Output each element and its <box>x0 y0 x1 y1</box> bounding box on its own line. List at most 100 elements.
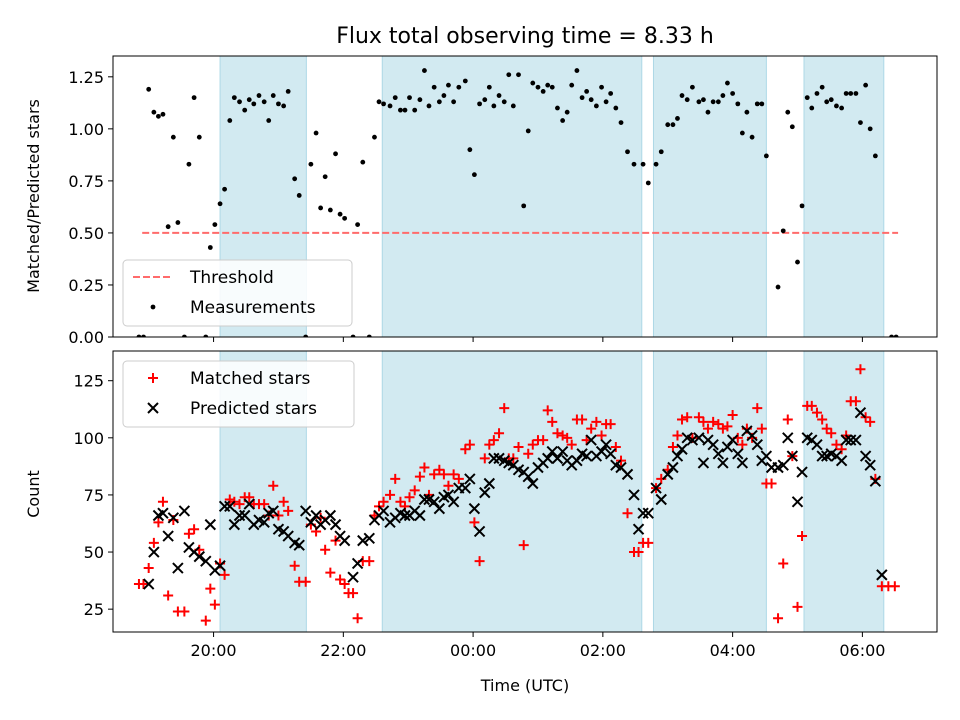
predicted-star-point <box>299 505 312 517</box>
measurement-point <box>141 334 146 337</box>
measurement-point <box>451 99 457 105</box>
predicted-star-point <box>580 450 593 462</box>
predicted-star-point <box>604 448 617 460</box>
measurement-point <box>549 84 555 90</box>
measurement-point <box>564 109 570 115</box>
measurement-point <box>422 68 427 73</box>
y-tick-label: 75 <box>84 486 104 505</box>
predicted-star-point <box>556 445 569 458</box>
matched-star-point <box>464 439 475 450</box>
measurement-point <box>521 203 527 209</box>
matched-star-point <box>484 439 495 450</box>
measurement-point <box>579 95 585 101</box>
measurement-point <box>398 107 403 113</box>
measurement-point <box>372 134 377 140</box>
matched-star-point <box>855 364 866 375</box>
measurement-point <box>824 99 830 105</box>
measurement-point <box>270 93 276 98</box>
matched-star-point <box>469 517 480 528</box>
measurement-point <box>828 97 834 103</box>
matched-star-point <box>756 423 767 434</box>
measurement-point <box>333 151 338 157</box>
measurement-point <box>725 80 730 86</box>
matched-star-point <box>513 441 524 452</box>
matched-star-point <box>219 569 230 580</box>
measurement-point <box>749 134 755 140</box>
matched-star-point <box>566 439 577 450</box>
predicted-star-point <box>243 498 255 510</box>
predicted-star-point <box>483 477 496 490</box>
matched-star-point <box>527 439 538 450</box>
predicted-star-point <box>662 468 674 481</box>
observing-interval <box>652 55 767 338</box>
measurement-point <box>203 334 209 337</box>
y-tick-label: 0.00 <box>68 328 104 347</box>
matched-star-point <box>143 563 154 574</box>
matched-star-point <box>826 428 837 439</box>
matched-star-point <box>596 430 607 441</box>
predicted-star-point <box>357 534 369 547</box>
measurement-point <box>446 82 451 88</box>
matched-star-point <box>163 590 174 601</box>
measurement-point <box>705 109 711 115</box>
measurement-point <box>863 82 869 88</box>
plot-area <box>136 68 899 337</box>
measurement-point <box>441 93 447 98</box>
measurement-point <box>834 103 839 109</box>
measurement-point <box>684 97 690 103</box>
measurement-point <box>775 284 781 290</box>
observing-interval <box>803 55 885 338</box>
predicted-star-point <box>811 438 823 451</box>
predicted-star-point <box>546 445 558 458</box>
predicted-star-point <box>167 512 180 524</box>
matched-star-point <box>183 528 194 539</box>
measurement-point <box>675 116 680 121</box>
measurement-point <box>739 130 745 136</box>
top-y-axis-label: Matched/Predicted stars <box>24 99 43 293</box>
predicted-star-point <box>816 450 828 462</box>
measurement-point <box>819 84 825 90</box>
legend: Matched stars Predicted stars <box>122 360 355 428</box>
matched-star-point <box>339 579 350 590</box>
predicted-star-point <box>363 532 375 545</box>
predicted-star-point <box>671 450 684 462</box>
predicted-star-point <box>600 438 612 451</box>
measurement-point <box>814 91 820 96</box>
measurement-point <box>735 101 741 107</box>
matched-star-point <box>557 430 568 441</box>
measurement-point <box>625 149 630 155</box>
measurement-point <box>355 222 361 228</box>
matched-star-point <box>633 547 644 558</box>
matched-star-point <box>811 407 822 418</box>
chart-title: Flux total observing time = 8.33 h <box>336 24 714 49</box>
matched-star-point <box>677 414 688 425</box>
predicted-star-point <box>786 450 799 462</box>
predicted-star-point <box>488 452 500 465</box>
matched-star-point <box>591 416 602 427</box>
predicted-star-point <box>859 450 872 462</box>
predicted-star-point <box>172 562 184 574</box>
predicted-star-point <box>233 509 246 522</box>
predicted-star-point <box>239 509 251 522</box>
matched-star-point <box>189 524 200 535</box>
matched-star-point <box>138 579 149 590</box>
matched-star-point <box>448 469 459 480</box>
measurement-point <box>809 105 815 111</box>
matched-star-point <box>488 435 499 446</box>
measurement-point <box>376 99 382 105</box>
measurement-point <box>407 95 412 101</box>
matched-star-point <box>693 412 704 423</box>
measurement-point <box>266 118 272 123</box>
measurement-point <box>387 103 393 109</box>
measurement-point <box>608 91 614 96</box>
measurement-point <box>350 334 356 337</box>
matched-star-point <box>698 416 709 427</box>
measurement-point <box>207 245 213 250</box>
predicted-star-point <box>840 434 852 446</box>
predicted-star-point <box>835 454 848 467</box>
predicted-star-point <box>791 496 804 508</box>
observing-interval <box>381 350 643 633</box>
measurement-point <box>256 93 262 98</box>
predicted-star-point <box>527 477 539 490</box>
